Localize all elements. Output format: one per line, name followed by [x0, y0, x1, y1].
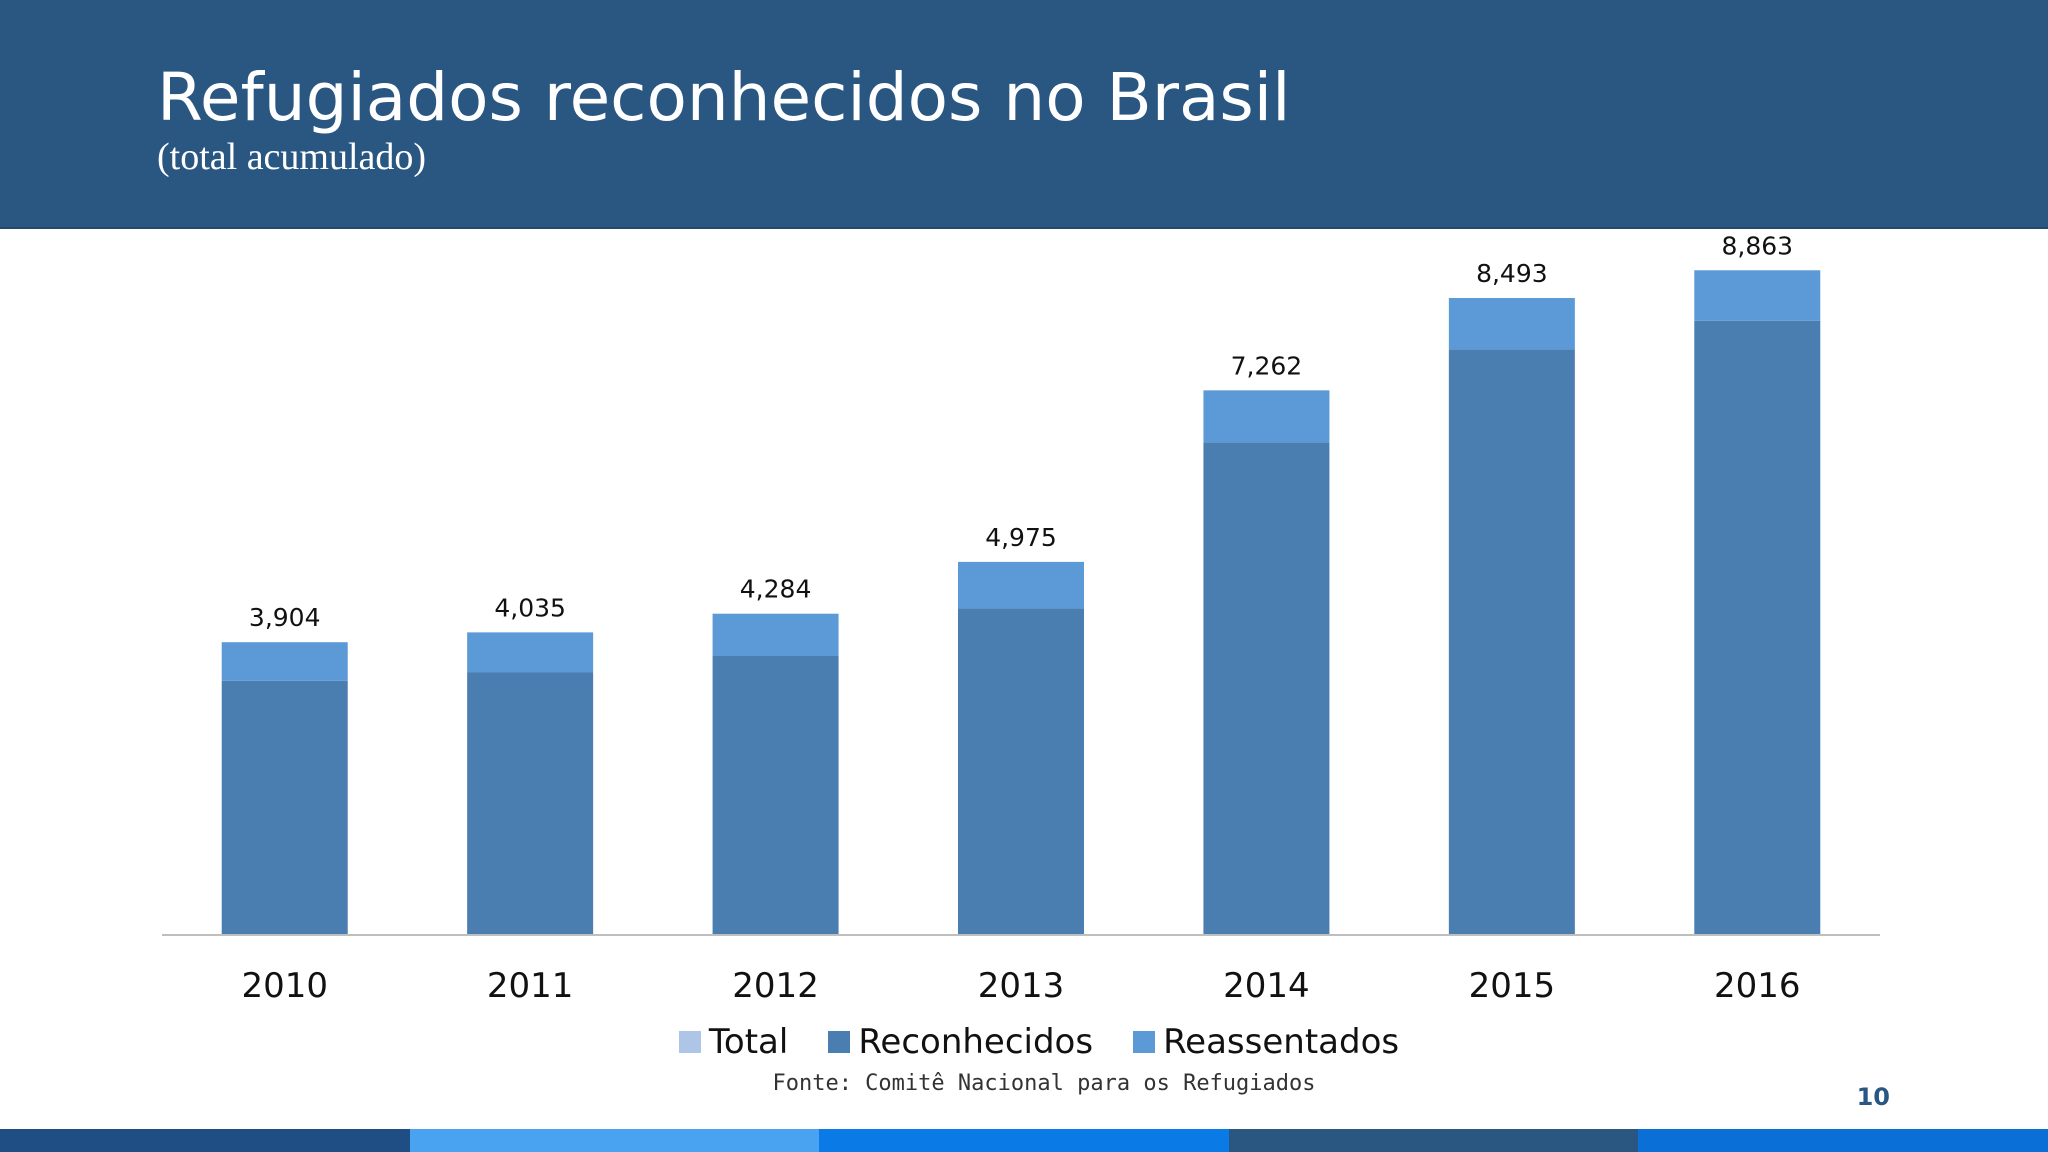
- data-label: 4,975: [985, 523, 1057, 552]
- x-tick-label: 2014: [1223, 966, 1310, 1006]
- slide-header: Refugiados reconhecidos no Brasil (total…: [0, 0, 2048, 229]
- footer-segment: [1228, 1129, 1639, 1152]
- x-tick-label: 2016: [1714, 966, 1801, 1006]
- bar-reconhecidos: [1448, 349, 1575, 935]
- x-tick-label: 2011: [487, 966, 574, 1006]
- x-tick-label: 2012: [732, 966, 819, 1006]
- legend-swatch-total: [678, 1031, 701, 1053]
- bar-reassentados: [1694, 270, 1821, 321]
- legend-item-reassentados: Reassentados: [1133, 1022, 1399, 1062]
- footer-segment: [1638, 1129, 2048, 1152]
- source-note: Fonte: Comitê Nacional para os Refugiado…: [772, 1071, 1316, 1096]
- legend-item-total: Total: [678, 1022, 789, 1062]
- data-label: 3,904: [249, 603, 321, 632]
- legend-label-total: Total: [708, 1022, 789, 1062]
- bar-reconhecidos: [467, 672, 594, 935]
- legend-item-reconhecidos: Reconhecidos: [828, 1022, 1093, 1062]
- bar-reconhecidos: [1203, 442, 1330, 935]
- footer-segment: [0, 1129, 410, 1152]
- data-label: 8,493: [1476, 259, 1548, 288]
- chart-legend: Total Reconhecidos Reassentados: [0, 1017, 2048, 1067]
- x-tick-label: 2010: [241, 966, 328, 1006]
- bar-reassentados: [221, 642, 348, 681]
- footer-segment: [819, 1129, 1229, 1152]
- x-tick-label: 2015: [1469, 966, 1556, 1006]
- slide-title: Refugiados reconhecidos no Brasil: [157, 59, 1291, 136]
- bar-reassentados: [958, 561, 1084, 609]
- bar-reconhecidos: [1694, 320, 1821, 935]
- bar-reassentados: [1203, 390, 1330, 443]
- data-label: 4,284: [740, 575, 812, 604]
- bar-reassentados: [1448, 298, 1575, 350]
- bar-reconhecidos: [221, 680, 348, 935]
- bar-reconhecidos: [958, 608, 1084, 935]
- legend-label-reassentados: Reassentados: [1163, 1022, 1400, 1062]
- data-label: 4,035: [494, 593, 566, 622]
- footer-color-strip: [0, 1129, 2048, 1152]
- bar-reconhecidos: [712, 656, 839, 935]
- data-label: 7,262: [1231, 351, 1303, 380]
- footer-segment: [409, 1129, 820, 1152]
- slide-subtitle: (total acumulado): [157, 136, 427, 178]
- bar-reassentados: [712, 613, 839, 656]
- legend-swatch-reassentados: [1133, 1031, 1156, 1053]
- bar-reassentados: [467, 632, 594, 673]
- x-tick-label: 2013: [978, 966, 1065, 1006]
- page-number: 10: [1856, 1083, 1890, 1111]
- legend-swatch-reconhecidos: [828, 1031, 851, 1053]
- data-label: 8,863: [1721, 231, 1793, 260]
- legend-label-reconhecidos: Reconhecidos: [858, 1022, 1094, 1062]
